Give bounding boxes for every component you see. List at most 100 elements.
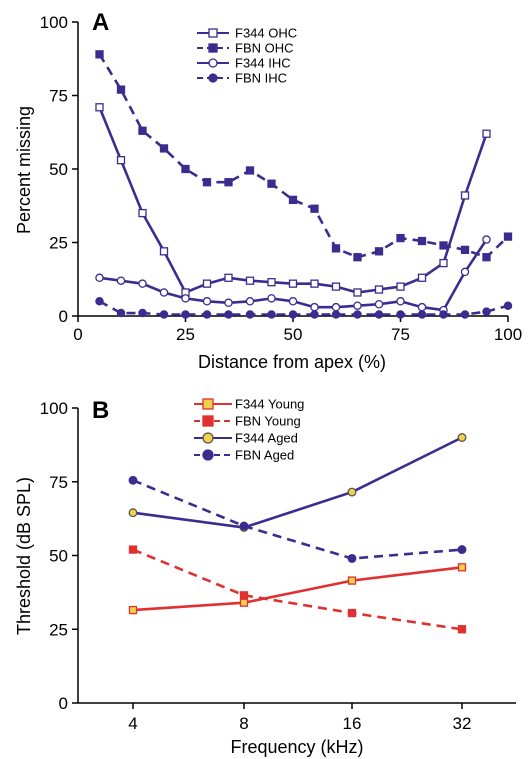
panel-b-ylabel: Threshold (dB SPL) [14, 477, 34, 635]
panel-a-point [374, 285, 384, 294]
panel-a-point [310, 204, 319, 213]
panel-b-point [347, 487, 357, 497]
panel-a-point [202, 310, 212, 319]
panel-a-point [374, 247, 384, 256]
panel-b-xlabel: Frequency (kHz) [230, 737, 363, 757]
panel-b-x-tick-label: 32 [453, 714, 472, 733]
panel-a-point [331, 282, 341, 291]
panel-a-point [439, 258, 448, 268]
panel-a-chart: A Distance from apex (%) Percent missing… [14, 9, 522, 372]
panel-a-point [116, 308, 126, 318]
panel-a-point [159, 288, 169, 297]
panel-b-series-line [132, 436, 463, 529]
panel-a-point [245, 276, 255, 285]
panel-a-point [267, 179, 276, 188]
panel-a-point [202, 279, 212, 288]
panel-b-point [457, 433, 467, 442]
panel-a-point [439, 310, 448, 319]
panel-a-point [181, 164, 190, 174]
panel-a-point [482, 129, 491, 138]
legend-label: F344 IHC [235, 56, 291, 71]
legend-marker [202, 449, 214, 461]
legend-marker [202, 415, 214, 427]
panel-a-point [116, 276, 126, 285]
panel-a-point [460, 267, 470, 277]
panel-a-point [310, 310, 319, 319]
panel-a-x-tick-label: 100 [494, 325, 522, 344]
panel-a-point [138, 279, 147, 288]
panel-b-x-tick-label: 8 [239, 714, 248, 733]
legend-label: FBN Aged [235, 448, 294, 463]
panel-a-point [224, 273, 233, 282]
panel-a-point [417, 236, 427, 246]
panel-a-x-tick-label: 75 [391, 325, 410, 344]
panel-a-point [245, 310, 255, 319]
panel-a-x-tick-label: 50 [284, 325, 303, 344]
panel-a-point [267, 278, 276, 287]
panel-a-point [310, 279, 319, 288]
legend-marker [202, 432, 214, 444]
panel-a-point [310, 302, 319, 312]
panel-a-point [417, 310, 427, 319]
panel-b-point [347, 608, 357, 618]
panel-a-point [374, 299, 384, 309]
panel-b-point [128, 508, 138, 518]
panel-a-point [288, 279, 298, 288]
panel-b-point [128, 605, 138, 615]
panel-b-point [457, 563, 467, 572]
panel-a-point [503, 232, 513, 241]
panel-a-point [396, 297, 405, 306]
panel-a-point [374, 310, 384, 319]
panel-a-point [353, 301, 362, 310]
panel-a-xlabel: Distance from apex (%) [198, 352, 386, 372]
panel-a-point [159, 310, 169, 319]
panel-a-point [267, 294, 276, 303]
panel-a-y-tick-label: 100 [40, 13, 68, 32]
panel-a-y-tick-label: 75 [49, 87, 68, 106]
legend-marker [208, 28, 218, 38]
panel-b-point [128, 475, 138, 485]
legend-marker [208, 58, 218, 68]
panel-a-point [353, 310, 362, 319]
panel-a-point [396, 310, 405, 319]
panel-b-x-tick-label: 4 [128, 714, 137, 733]
panel-a-series-line [98, 53, 509, 259]
legend-label: F344 Young [235, 397, 304, 412]
panel-a-point [245, 297, 255, 306]
panel-a-y-tick-label: 50 [49, 160, 68, 179]
panel-a-point [331, 244, 341, 253]
panel-a-y-tick-label: 0 [59, 307, 68, 326]
panel-a-point [95, 273, 104, 283]
panel-a-point [159, 144, 169, 153]
panel-a-point [138, 308, 147, 318]
panel-b-point [347, 576, 357, 585]
panel-a-point [267, 310, 276, 319]
panel-a-point [396, 233, 405, 243]
panel-a-point [224, 310, 233, 319]
panel-a-point [288, 297, 298, 306]
panel-b-y-tick-label: 50 [49, 547, 68, 566]
panel-a-point [138, 126, 147, 135]
panel-a-point [95, 103, 104, 112]
panel-a-y-tick-label: 25 [49, 234, 68, 253]
panel-a-point [460, 245, 470, 255]
panel-a-point [482, 307, 491, 316]
panel-b-series-line [132, 479, 463, 560]
panel-a-point [95, 50, 104, 59]
panel-a-point [460, 310, 470, 319]
panel-a-point [482, 235, 491, 244]
panel-a-point [224, 298, 233, 308]
panel-a-point [159, 247, 169, 256]
panel-a-point [417, 273, 427, 282]
legend-label: FBN Young [235, 414, 301, 429]
panel-a-point [138, 208, 147, 218]
panel-b-y-tick-label: 75 [49, 473, 68, 492]
panel-a-point [181, 310, 190, 319]
panel-b-point [239, 598, 249, 607]
panel-a-point [224, 178, 233, 187]
legend-label: F344 Aged [235, 431, 298, 446]
panel-b-point [239, 591, 249, 600]
legend-label: FBN OHC [235, 41, 294, 56]
panel-a-point [181, 294, 190, 303]
